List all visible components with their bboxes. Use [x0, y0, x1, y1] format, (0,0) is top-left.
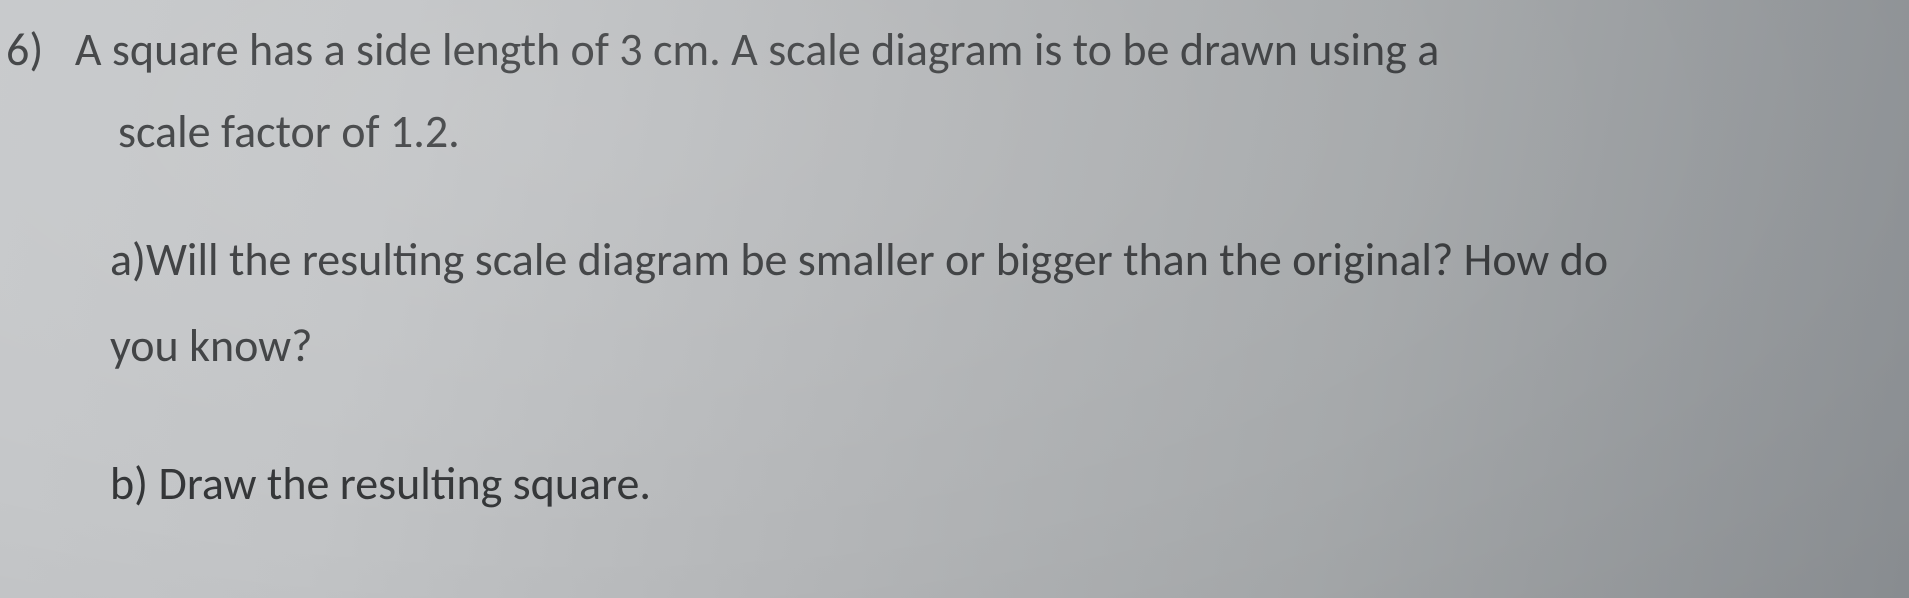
question-stem-line-2: scale factor of 1.2. — [0, 104, 1909, 160]
part-b-line-1: b) Draw the resulting square. — [0, 456, 1909, 512]
stem-text-line-2: scale factor of 1.2. — [118, 104, 460, 160]
part-a-line-1: a)Will the resulting scale diagram be sm… — [0, 232, 1909, 288]
part-b-text-line-1: b) Draw the resulting square. — [110, 456, 651, 512]
question-number: 6) — [6, 22, 43, 78]
stem-text-line-1: A square has a side length of 3 cm. A sc… — [75, 22, 1439, 78]
part-a-text-line-2: you know? — [110, 318, 312, 374]
worksheet-page: 6) A square has a side length of 3 cm. A… — [0, 0, 1909, 598]
part-a-line-2: you know? — [0, 318, 1909, 374]
part-a-text-line-1: a)Will the resulting scale diagram be sm… — [110, 232, 1608, 288]
question-stem-line-1: 6) A square has a side length of 3 cm. A… — [0, 22, 1909, 78]
